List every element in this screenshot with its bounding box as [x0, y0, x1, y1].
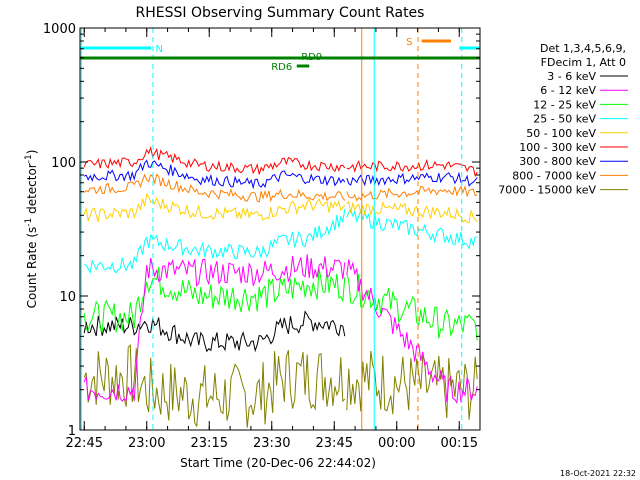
series-line [83, 266, 478, 341]
x-tick-label: 00:00 [378, 436, 415, 451]
y-tick-label: 10 [59, 290, 76, 305]
legend-label: 6 - 12 keV [540, 84, 596, 97]
x-tick-label: 00:15 [441, 436, 478, 451]
series-line [83, 344, 478, 428]
y-axis-label-end: ) [25, 150, 39, 155]
series-line [83, 254, 478, 405]
y-axis-label-exp: -1 [24, 218, 34, 227]
data-layer: N RD6 RD9 S [80, 28, 480, 430]
x-tick-label: 23:30 [253, 436, 290, 451]
y-axis-label-exp2: -1 [24, 154, 34, 163]
x-tick-label: 23:45 [316, 436, 353, 451]
axis-ticks: 1 10 100 1000 22:45 23:00 23:15 23:30 23:45 00:00… [43, 22, 480, 451]
x-axis-label: Start Time (20-Dec-06 22:44:02) [180, 456, 376, 470]
legend-label: 12 - 25 keV [533, 98, 596, 111]
y-axis-label: Count Rate (s-1 detector-1) [24, 150, 39, 309]
series-line [83, 208, 478, 274]
flag-label: N [156, 44, 163, 55]
series-line [83, 310, 346, 353]
y-axis-label-part2: detector [25, 163, 39, 218]
legend-title-1: Det 1,3,4,5,6,9, [540, 42, 626, 55]
legend-title-2: FDecim 1, Att 0 [541, 56, 626, 69]
series-line [83, 192, 478, 224]
y-tick-label: 1 [68, 424, 76, 439]
flag-label: S [406, 37, 412, 48]
series-line [83, 146, 478, 178]
y-tick-label: 1000 [43, 22, 76, 37]
x-tick-label: 22:45 [66, 436, 103, 451]
legend-label: 100 - 300 keV [519, 141, 596, 154]
series-line [83, 173, 478, 203]
legend-label: 50 - 100 keV [526, 127, 596, 140]
x-tick-label: 23:00 [128, 436, 165, 451]
flag-label: RD6 [271, 62, 292, 73]
x-tick-label: 23:15 [191, 436, 228, 451]
legend-label: 7000 - 15000 keV [498, 184, 596, 197]
plot-frame [79, 27, 481, 431]
legend-label: 800 - 7000 keV [512, 169, 596, 182]
y-tick-label: 100 [51, 156, 76, 171]
legend-label: 3 - 6 keV [547, 70, 596, 83]
series-line [84, 159, 478, 190]
chart-title: RHESSI Observing Summary Count Rates [136, 5, 425, 21]
legend-label: 25 - 50 keV [533, 113, 596, 126]
legend-label: 300 - 800 keV [519, 155, 596, 168]
flag-label: RD9 [301, 52, 322, 63]
footer-timestamp: 18-Oct-2021 22:32 [560, 469, 636, 478]
legend: Det 1,3,4,5,6,9, FDecim 1, Att 0 3 - 6 k… [498, 42, 628, 197]
y-axis-label-part: Count Rate (s [25, 227, 39, 309]
